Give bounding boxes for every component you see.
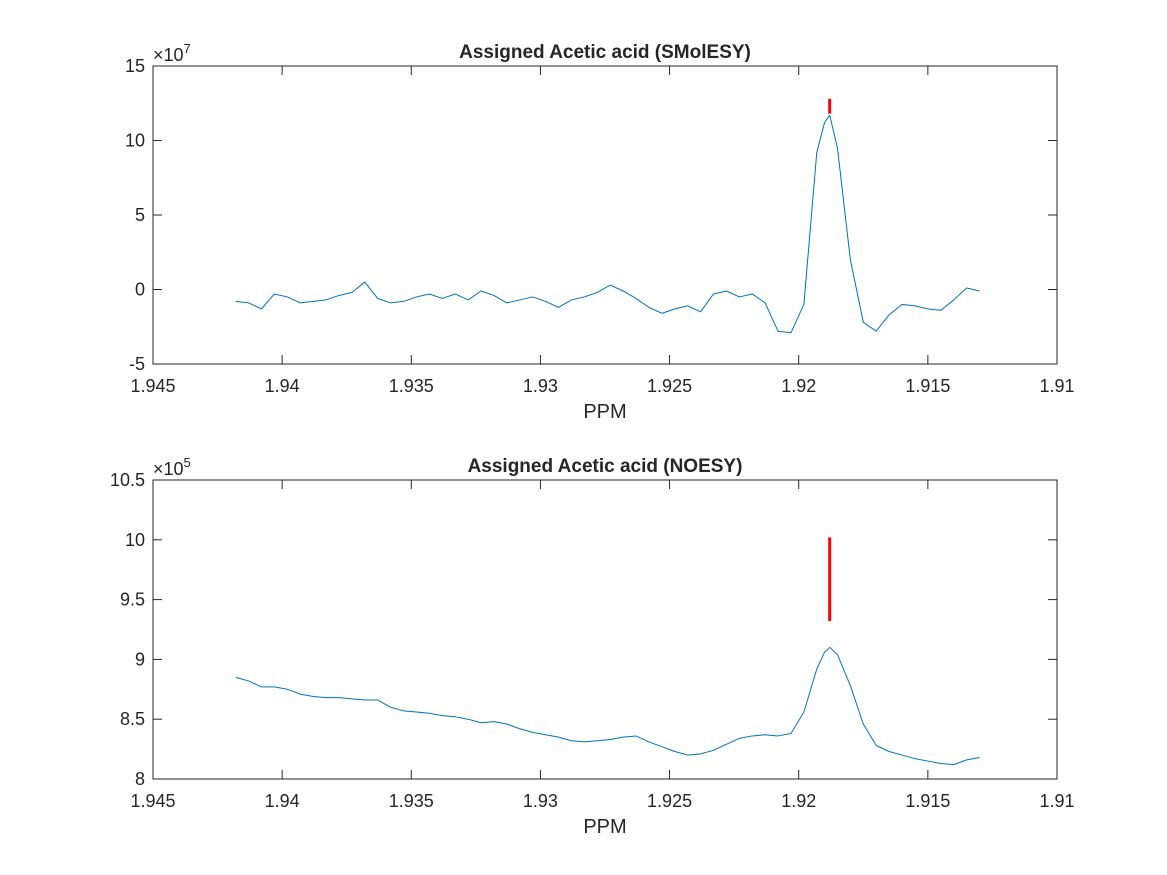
x-tick-label: 1.925 xyxy=(647,376,692,396)
x-tick-label: 1.94 xyxy=(265,376,300,396)
spectrum-trace xyxy=(235,114,980,334)
chart-title: Assigned Acetic acid (NOESY) xyxy=(468,456,743,477)
x-tick-label: 1.93 xyxy=(523,376,558,396)
subplot-top: 1.945 1.94 1.935 1.93 1.925 1.92 1.915 1.91 -5 0 5… xyxy=(125,41,1075,423)
x-tick-label: 1.91 xyxy=(1039,791,1074,811)
y-tick-label: -5 xyxy=(129,354,145,374)
x-tick-label: 1.925 xyxy=(647,791,692,811)
y-tick-label: 10 xyxy=(125,131,145,151)
spectrum-trace xyxy=(235,646,980,766)
x-tick-label: 1.935 xyxy=(389,791,434,811)
y-tick-label: 8.5 xyxy=(120,709,145,729)
y-tick-label: 0 xyxy=(135,280,145,300)
x-tick-label: 1.92 xyxy=(781,376,816,396)
axes-box xyxy=(152,65,1058,365)
x-tick-label: 1.92 xyxy=(781,791,816,811)
x-tick-label: 1.91 xyxy=(1039,376,1074,396)
y-tick-label: 8 xyxy=(135,769,145,789)
y-tick-label: 15 xyxy=(125,56,145,76)
x-tick-label: 1.945 xyxy=(130,376,175,396)
x-tick-label: 1.915 xyxy=(905,376,950,396)
y-tick-label: 10 xyxy=(125,530,145,550)
y-tick-label: 10.5 xyxy=(110,470,145,490)
y-exponent-label: ×105 xyxy=(153,455,191,479)
x-axis-label: PPM xyxy=(583,401,626,423)
x-tick-label: 1.94 xyxy=(265,791,300,811)
y-exponent-power: 7 xyxy=(184,41,191,56)
y-tick-label: 9 xyxy=(135,649,145,669)
y-tick-label: 9.5 xyxy=(120,590,145,610)
x-axis-label: PPM xyxy=(583,816,626,838)
x-tick-label: 1.945 xyxy=(130,791,175,811)
subplot-bottom: 1.945 1.94 1.935 1.93 1.925 1.92 1.915 1.91 8 8.5… xyxy=(110,455,1075,838)
y-exponent-label: ×107 xyxy=(153,41,191,65)
x-tick-label: 1.915 xyxy=(905,791,950,811)
x-tick-label: 1.935 xyxy=(389,376,434,396)
y-exponent-base: ×10 xyxy=(153,45,184,65)
y-exponent-power: 5 xyxy=(184,455,191,470)
y-tick-label: 5 xyxy=(135,205,145,225)
y-exponent-base: ×10 xyxy=(153,459,184,479)
chart-title: Assigned Acetic acid (SMolESY) xyxy=(459,42,751,63)
axes-box xyxy=(152,479,1058,780)
x-tick-label: 1.93 xyxy=(523,791,558,811)
